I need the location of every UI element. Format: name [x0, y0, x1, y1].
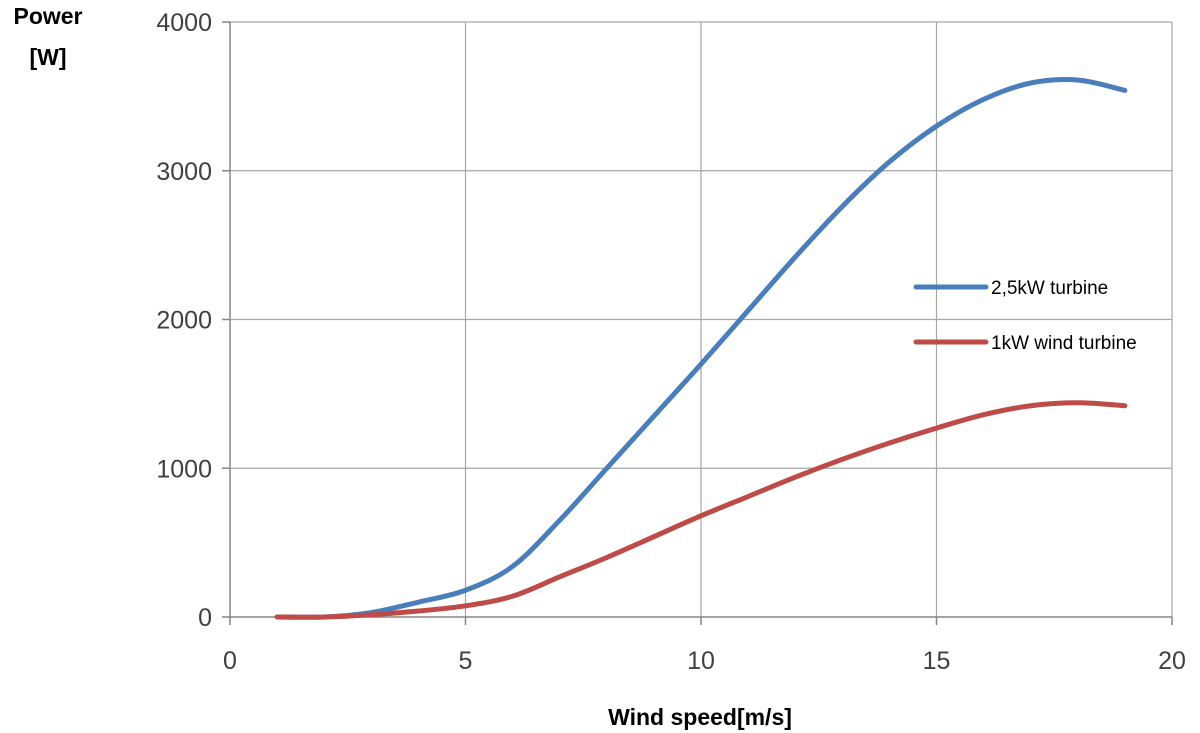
y-tick-label: 2000 [156, 307, 212, 335]
x-tick-label: 20 [1158, 647, 1186, 675]
x-tick-label: 15 [923, 647, 951, 675]
x-tick-label: 0 [223, 647, 237, 675]
y-tick-label: 3000 [156, 158, 212, 186]
y-axis-title-line-2: [W] [29, 44, 66, 70]
y-tick-label: 4000 [156, 9, 212, 37]
legend-label-2: 1kW wind turbine [991, 333, 1137, 354]
x-axis-title: Wind speed[m/s] [608, 704, 792, 730]
grid-lines [230, 21, 1173, 617]
y-tick-label: 1000 [156, 455, 212, 483]
axes [222, 21, 1173, 625]
y-axis-title-line-1: Power [13, 3, 82, 29]
y-tick-labels: 0 1000 2000 3000 4000 [156, 9, 212, 632]
x-tick-labels: 0 5 10 15 20 [223, 647, 1186, 675]
legend-label-1: 2,5kW turbine [991, 278, 1108, 299]
series-line-2 [274, 400, 1128, 620]
legend: 2,5kW turbine 1kW wind turbine [913, 278, 1137, 354]
y-tick-label: 0 [198, 604, 212, 632]
x-tick-label: 10 [687, 647, 715, 675]
x-tick-label: 5 [459, 647, 473, 675]
series-lines [274, 76, 1128, 620]
series-line-1 [274, 76, 1128, 620]
